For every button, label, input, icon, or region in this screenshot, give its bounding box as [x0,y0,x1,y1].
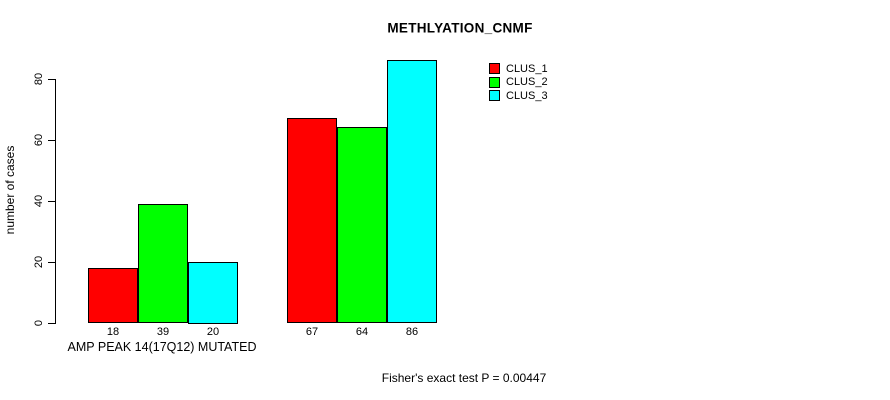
y-axis-title: number of cases [3,145,17,235]
y-tick-mark [48,261,55,263]
bar-value-label: 67 [305,326,319,338]
bar-clus_1-group2 [287,118,337,324]
bar-clus_2-group2 [337,127,387,324]
chart-title: METHLYATION_CNMF [387,20,533,36]
legend-item-clus_1: CLUS_1 [489,62,548,75]
y-tick-label: 80 [33,72,45,85]
legend-item-clus_3: CLUS_3 [489,89,548,102]
bar-clus_2-group1 [138,203,188,324]
bar-clus_3-group1 [188,261,238,324]
x-group-label: AMP PEAK 14(17Q12) MUTATED [67,340,257,354]
bar-value-label: 18 [106,326,120,338]
y-tick-mark [48,200,55,202]
y-tick-label: 40 [33,194,45,207]
legend-label: CLUS_3 [506,89,548,102]
bar-value-label: 20 [206,326,220,338]
y-tick-mark [48,322,55,324]
bar-clus_1-group1 [88,267,138,324]
bar-clus_3-group2 [387,60,437,324]
y-tick-label: 60 [33,133,45,146]
legend-swatch [489,90,500,101]
y-tick-mark [48,78,55,80]
bar-value-label: 39 [156,326,170,338]
footer-statistic-text: Fisher's exact test P = 0.00447 [381,371,547,385]
legend-item-clus_2: CLUS_2 [489,76,548,88]
bar-value-label: 86 [405,326,419,338]
legend-swatch [489,76,500,88]
y-axis-line [55,78,56,324]
y-tick-mark [48,139,55,141]
legend-swatch [489,63,500,74]
bar-value-label: 64 [355,326,369,338]
y-tick-label: 20 [33,255,45,268]
legend-label: CLUS_1 [506,62,548,75]
y-tick-label: 0 [33,319,45,326]
legend-label: CLUS_2 [506,76,548,88]
legend: CLUS_1 CLUS_2 CLUS_3 [489,63,548,104]
